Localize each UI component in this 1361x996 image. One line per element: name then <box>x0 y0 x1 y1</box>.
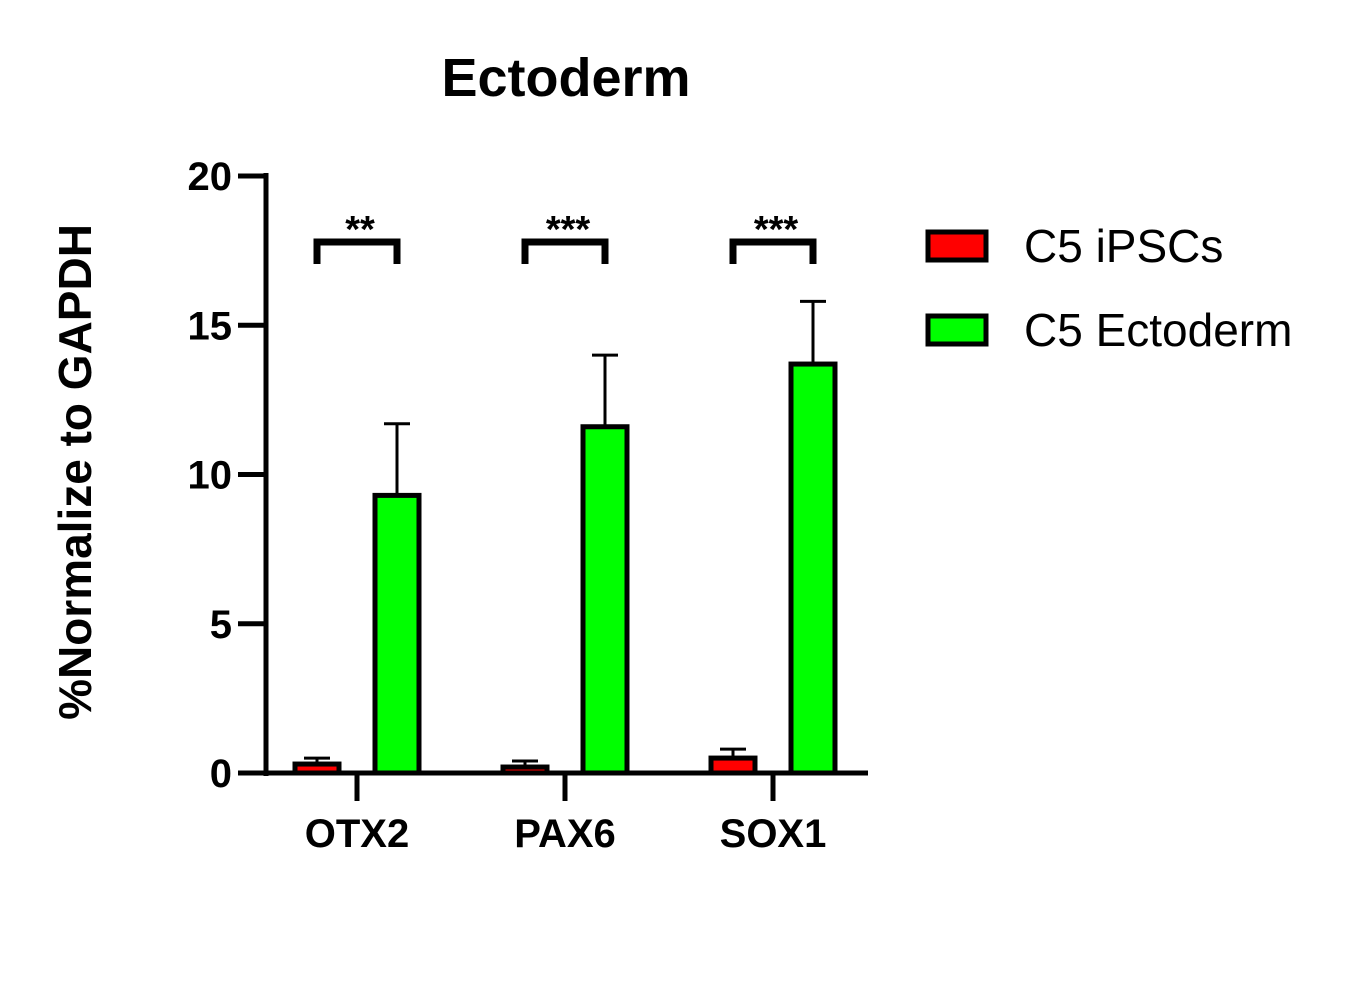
significance-bracket <box>313 238 401 264</box>
y-tick-label: 5 <box>210 603 232 647</box>
bar-c5-ipscs <box>500 764 550 776</box>
x-tick-label: OTX2 <box>305 812 409 856</box>
legend-label: C5 iPSCs <box>1024 220 1223 272</box>
significance-brackets: ** *** *** <box>313 209 817 264</box>
significance-bracket <box>521 238 609 264</box>
legend-swatch <box>925 229 989 263</box>
legend-swatch <box>925 313 989 347</box>
significance-label: *** <box>754 209 799 251</box>
bars <box>292 299 838 776</box>
y-axis-label: %Normalize to GAPDH <box>49 224 101 720</box>
y-axis: 0 5 10 15 20 <box>188 155 269 796</box>
chart-title: Ectoderm <box>441 48 690 108</box>
bar-c5-ectoderm <box>580 424 630 776</box>
y-tick-label: 0 <box>210 752 232 796</box>
significance-bracket <box>729 238 817 264</box>
significance-label: *** <box>546 209 591 251</box>
y-tick-label: 15 <box>188 304 233 348</box>
y-tick-label: 10 <box>188 454 233 498</box>
x-axis: OTX2 PAX6 SOX1 <box>263 770 868 856</box>
legend-label: C5 Ectoderm <box>1024 304 1292 356</box>
significance-label: ** <box>345 209 375 251</box>
x-tick-label: PAX6 <box>514 812 616 856</box>
bar-c5-ipscs <box>708 755 758 776</box>
bar-c5-ectoderm <box>372 492 422 776</box>
bar-c5-ipscs <box>292 761 342 776</box>
x-tick-label: SOX1 <box>720 812 827 856</box>
legend: C5 iPSCs C5 Ectoderm <box>925 220 1292 356</box>
bar-c5-ectoderm <box>788 361 838 776</box>
y-tick-label: 20 <box>188 155 233 199</box>
